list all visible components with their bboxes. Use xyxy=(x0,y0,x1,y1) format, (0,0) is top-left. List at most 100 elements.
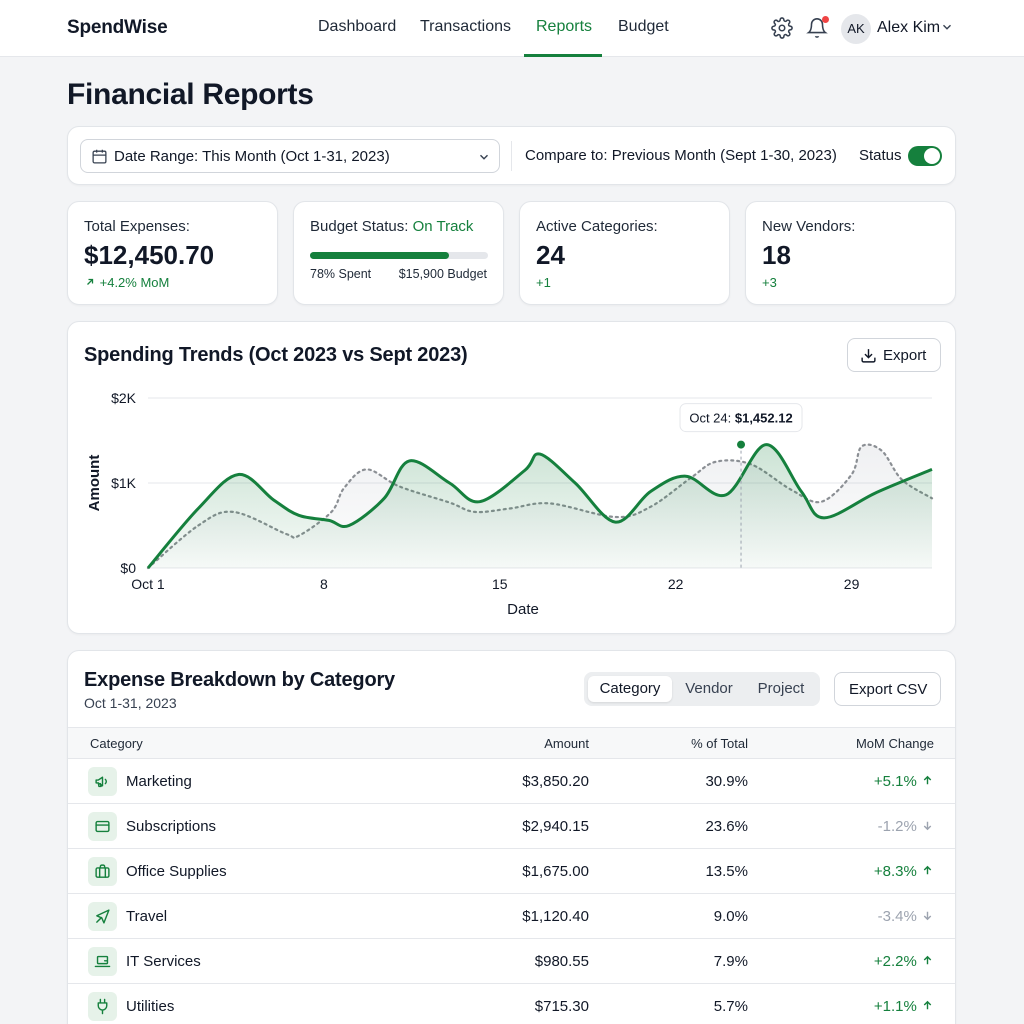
x-tick-label: 29 xyxy=(844,576,860,592)
budget-progress-fill xyxy=(310,252,449,259)
toggle-knob xyxy=(924,148,940,164)
percent-cell: 23.6% xyxy=(705,818,748,835)
column-header-mom-change[interactable]: MoM Change xyxy=(855,736,934,751)
budget-total: $15,900 Budget xyxy=(398,267,487,281)
arrow-up-icon xyxy=(923,955,932,965)
tooltip-value: $1,452.12 xyxy=(735,411,793,426)
nav-tab-reports[interactable]: Reports xyxy=(536,18,593,35)
filter-divider xyxy=(511,141,512,171)
percent-cell: 9.0% xyxy=(713,908,748,925)
export-csv-button[interactable]: Export CSV xyxy=(834,672,941,706)
mom-change-cell: +1.1% xyxy=(874,998,934,1015)
briefcase-icon xyxy=(95,864,110,878)
calendar-icon xyxy=(91,148,108,165)
x-tick-label: 8 xyxy=(320,576,328,592)
table-row[interactable]: Subscriptions $2,940.15 23.6% -1.2% xyxy=(68,804,955,849)
amount-cell: $1,120.40 xyxy=(522,908,589,925)
arrow-up-icon xyxy=(923,775,932,785)
chart-tooltip: Oct 24: $1,452.12 xyxy=(679,403,803,433)
chevron-down-icon xyxy=(477,150,491,164)
table-row[interactable]: Office Supplies $1,675.00 13.5% +8.3% xyxy=(68,849,955,894)
amount-cell: $2,940.15 xyxy=(522,818,589,835)
breakdown-view-switch: Category Vendor Project xyxy=(584,672,820,706)
status-toggle[interactable] xyxy=(908,146,942,166)
active-tab-indicator xyxy=(524,54,602,57)
chevron-down-icon[interactable] xyxy=(940,20,954,34)
chart-title: Spending Trends (Oct 2023 vs Sept 2023) xyxy=(84,344,468,366)
column-header-category[interactable]: Category xyxy=(90,736,143,751)
amount-cell: $715.30 xyxy=(534,998,589,1015)
budget-status-label: Budget Status: xyxy=(310,218,409,235)
kpi-card-total-expenses: Total Expenses: $12,450.70 +4.2% MoM xyxy=(67,201,278,305)
tab-vendor[interactable]: Vendor xyxy=(685,680,733,697)
mom-change-value: -1.2% xyxy=(877,818,917,835)
arrow-up-right-icon xyxy=(87,278,94,285)
table-row[interactable]: Marketing $3,850.20 30.9% +5.1% xyxy=(68,759,955,804)
table-row[interactable]: Travel $1,120.40 9.0% -3.4% xyxy=(68,894,955,939)
column-header-amount[interactable]: Amount xyxy=(544,736,589,751)
tab-category[interactable]: Category xyxy=(588,676,672,702)
settings-gear-icon[interactable] xyxy=(771,17,795,41)
avatar[interactable]: AK xyxy=(841,14,871,44)
mom-change-value: +2.2% xyxy=(873,953,917,970)
table-row[interactable]: Utilities $715.30 5.7% +1.1% xyxy=(68,984,955,1024)
percent-cell: 13.5% xyxy=(705,863,748,880)
tooltip-text: Oct 24: $1,452.12 xyxy=(689,411,792,426)
y-tick-label: $0 xyxy=(120,560,136,576)
category-name: Utilities xyxy=(126,998,175,1015)
notification-bell-icon[interactable] xyxy=(806,17,830,41)
nav-tab-dashboard[interactable]: Dashboard xyxy=(318,18,397,35)
arrow-up-icon xyxy=(923,865,932,875)
category-name: IT Services xyxy=(126,953,201,970)
kpi-label: New Vendors: xyxy=(762,218,856,235)
category-icon-badge xyxy=(88,992,117,1021)
current-period-area xyxy=(148,444,932,568)
kpi-value: 24 xyxy=(536,240,565,270)
table-row[interactable]: IT Services $980.55 7.9% +2.2% xyxy=(68,939,955,984)
kpi-value: $12,450.70 xyxy=(84,240,215,270)
category-name: Subscriptions xyxy=(126,818,217,835)
credit-card-icon xyxy=(95,820,110,833)
category-icon-badge xyxy=(88,767,117,796)
percent-cell: 7.9% xyxy=(713,953,748,970)
arrow-down-icon xyxy=(923,911,932,921)
percent-cell: 30.9% xyxy=(705,773,748,790)
brand-logo[interactable]: SpendWise xyxy=(67,17,168,38)
kpi-delta: +3 xyxy=(762,275,777,290)
budget-progress-bar xyxy=(310,252,488,259)
table-header: Category Amount % of Total MoM Change xyxy=(68,727,955,759)
export-button[interactable]: Export xyxy=(847,338,941,372)
nav-tab-transactions[interactable]: Transactions xyxy=(420,18,511,35)
x-tick-label: Oct 1 xyxy=(131,576,165,592)
budget-spent: 78% Spent xyxy=(310,267,372,281)
export-csv-label: Export CSV xyxy=(849,681,928,698)
category-icon-badge xyxy=(88,902,117,931)
nav-tab-budget[interactable]: Budget xyxy=(618,18,669,35)
kpi-delta: +1 xyxy=(536,275,551,290)
compare-period[interactable]: Compare to: Previous Month (Sept 1-30, 2… xyxy=(525,147,837,164)
kpi-card-active-categories: Active Categories: 24 +1 xyxy=(519,201,730,305)
column-header-percent[interactable]: % of Total xyxy=(691,736,748,751)
amount-cell: $1,675.00 xyxy=(522,863,589,880)
user-name[interactable]: Alex Kim xyxy=(877,19,941,36)
mom-change-cell: +2.2% xyxy=(874,953,934,970)
breakdown-subtitle: Oct 1-31, 2023 xyxy=(84,695,177,711)
download-icon xyxy=(861,349,876,363)
current-period-line xyxy=(146,443,933,569)
tab-project[interactable]: Project xyxy=(757,680,805,697)
tooltip-box xyxy=(679,403,803,433)
amount-cell: $980.55 xyxy=(534,953,589,970)
category-name: Marketing xyxy=(126,773,192,790)
y-axis-label: Amount xyxy=(86,455,103,512)
category-name: Office Supplies xyxy=(126,863,227,880)
kpi-value: 18 xyxy=(762,240,791,270)
megaphone-icon xyxy=(95,776,107,788)
category-icon-badge xyxy=(88,857,117,886)
date-range-select[interactable]: Date Range: This Month (Oct 1-31, 2023) xyxy=(80,139,500,173)
page-title: Financial Reports xyxy=(67,78,314,111)
x-tick-label: 22 xyxy=(668,576,684,592)
x-tick-label: 15 xyxy=(492,576,508,592)
kpi-card-new-vendors: New Vendors: 18 +3 xyxy=(745,201,956,305)
mom-change-value: +8.3% xyxy=(873,863,917,880)
kpi-label: Budget Status: On Track xyxy=(310,218,473,235)
